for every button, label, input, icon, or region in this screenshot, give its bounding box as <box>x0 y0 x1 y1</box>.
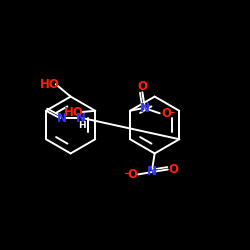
Text: N: N <box>76 112 86 125</box>
Text: +: + <box>151 164 158 173</box>
Text: +: + <box>143 101 150 110</box>
Text: O: O <box>169 163 179 176</box>
Text: HO: HO <box>64 106 84 118</box>
Text: O: O <box>138 80 147 93</box>
Text: O: O <box>127 168 137 181</box>
Text: N: N <box>140 102 150 115</box>
Text: −: − <box>167 108 174 116</box>
Text: N: N <box>147 166 157 178</box>
Text: HO: HO <box>40 78 60 91</box>
Text: O: O <box>162 107 172 120</box>
Text: N: N <box>57 112 67 125</box>
Text: H: H <box>78 120 86 130</box>
Text: −: − <box>123 169 131 178</box>
